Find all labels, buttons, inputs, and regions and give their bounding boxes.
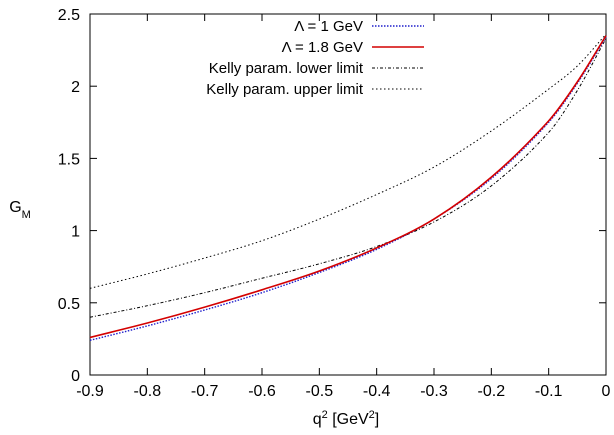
x-tick-label: 0 [602, 383, 611, 400]
series-line-2 [89, 35, 607, 339]
x-axis-label-sup: 2 [322, 409, 328, 421]
y-tick-label: 0.5 [58, 296, 80, 313]
x-axis-label-unit-close: ] [375, 411, 379, 428]
x-tick-label: -0.1 [535, 383, 563, 400]
legend-label-2: Λ = 1.8 GeV [282, 39, 363, 56]
y-tick-label: 1.5 [58, 151, 80, 168]
x-tick-label: -0.4 [363, 383, 391, 400]
x-tick-label: -0.3 [420, 383, 448, 400]
x-tick-label: -0.9 [76, 383, 104, 400]
y-tick-label: 2.5 [58, 7, 80, 24]
y-tick-label: 1 [71, 224, 80, 241]
x-tick-label: -0.6 [248, 383, 276, 400]
x-axis-label-unit-open: [GeV [328, 411, 369, 428]
x-tick-label: -0.7 [191, 383, 219, 400]
legend-label-4: Kelly param. upper limit [206, 81, 364, 98]
ticks-layer: -0.9 -0.8 -0.7 -0.6 -0.5 -0.4 -0.3 -0.2 -0.1 0 0 0.… [58, 7, 611, 400]
y-tick-label: 2 [71, 79, 80, 96]
y-axis-label-main: G [9, 199, 21, 216]
plot-frame [89, 13, 607, 376]
legend: Λ = 1 GeV Λ = 1.8 GeV Kelly param. lower l… [206, 18, 424, 98]
x-tick-label: -0.5 [306, 383, 334, 400]
series-layer [89, 33, 607, 342]
legend-label-1: Λ = 1 GeV [294, 18, 363, 35]
y-axis-label: GM [9, 199, 31, 221]
y-axis-label-sub: M [22, 209, 31, 221]
legend-label-3: Kelly param. lower limit [209, 60, 364, 77]
x-axis-label: q2 [GeV2] [313, 409, 380, 428]
y-tick-label: 0 [71, 368, 80, 385]
x-tick-label: -0.2 [478, 383, 506, 400]
x-axis-label-unit-sup: 2 [369, 409, 375, 421]
x-tick-label: -0.8 [134, 383, 162, 400]
x-axis-label-main: q [313, 411, 322, 428]
